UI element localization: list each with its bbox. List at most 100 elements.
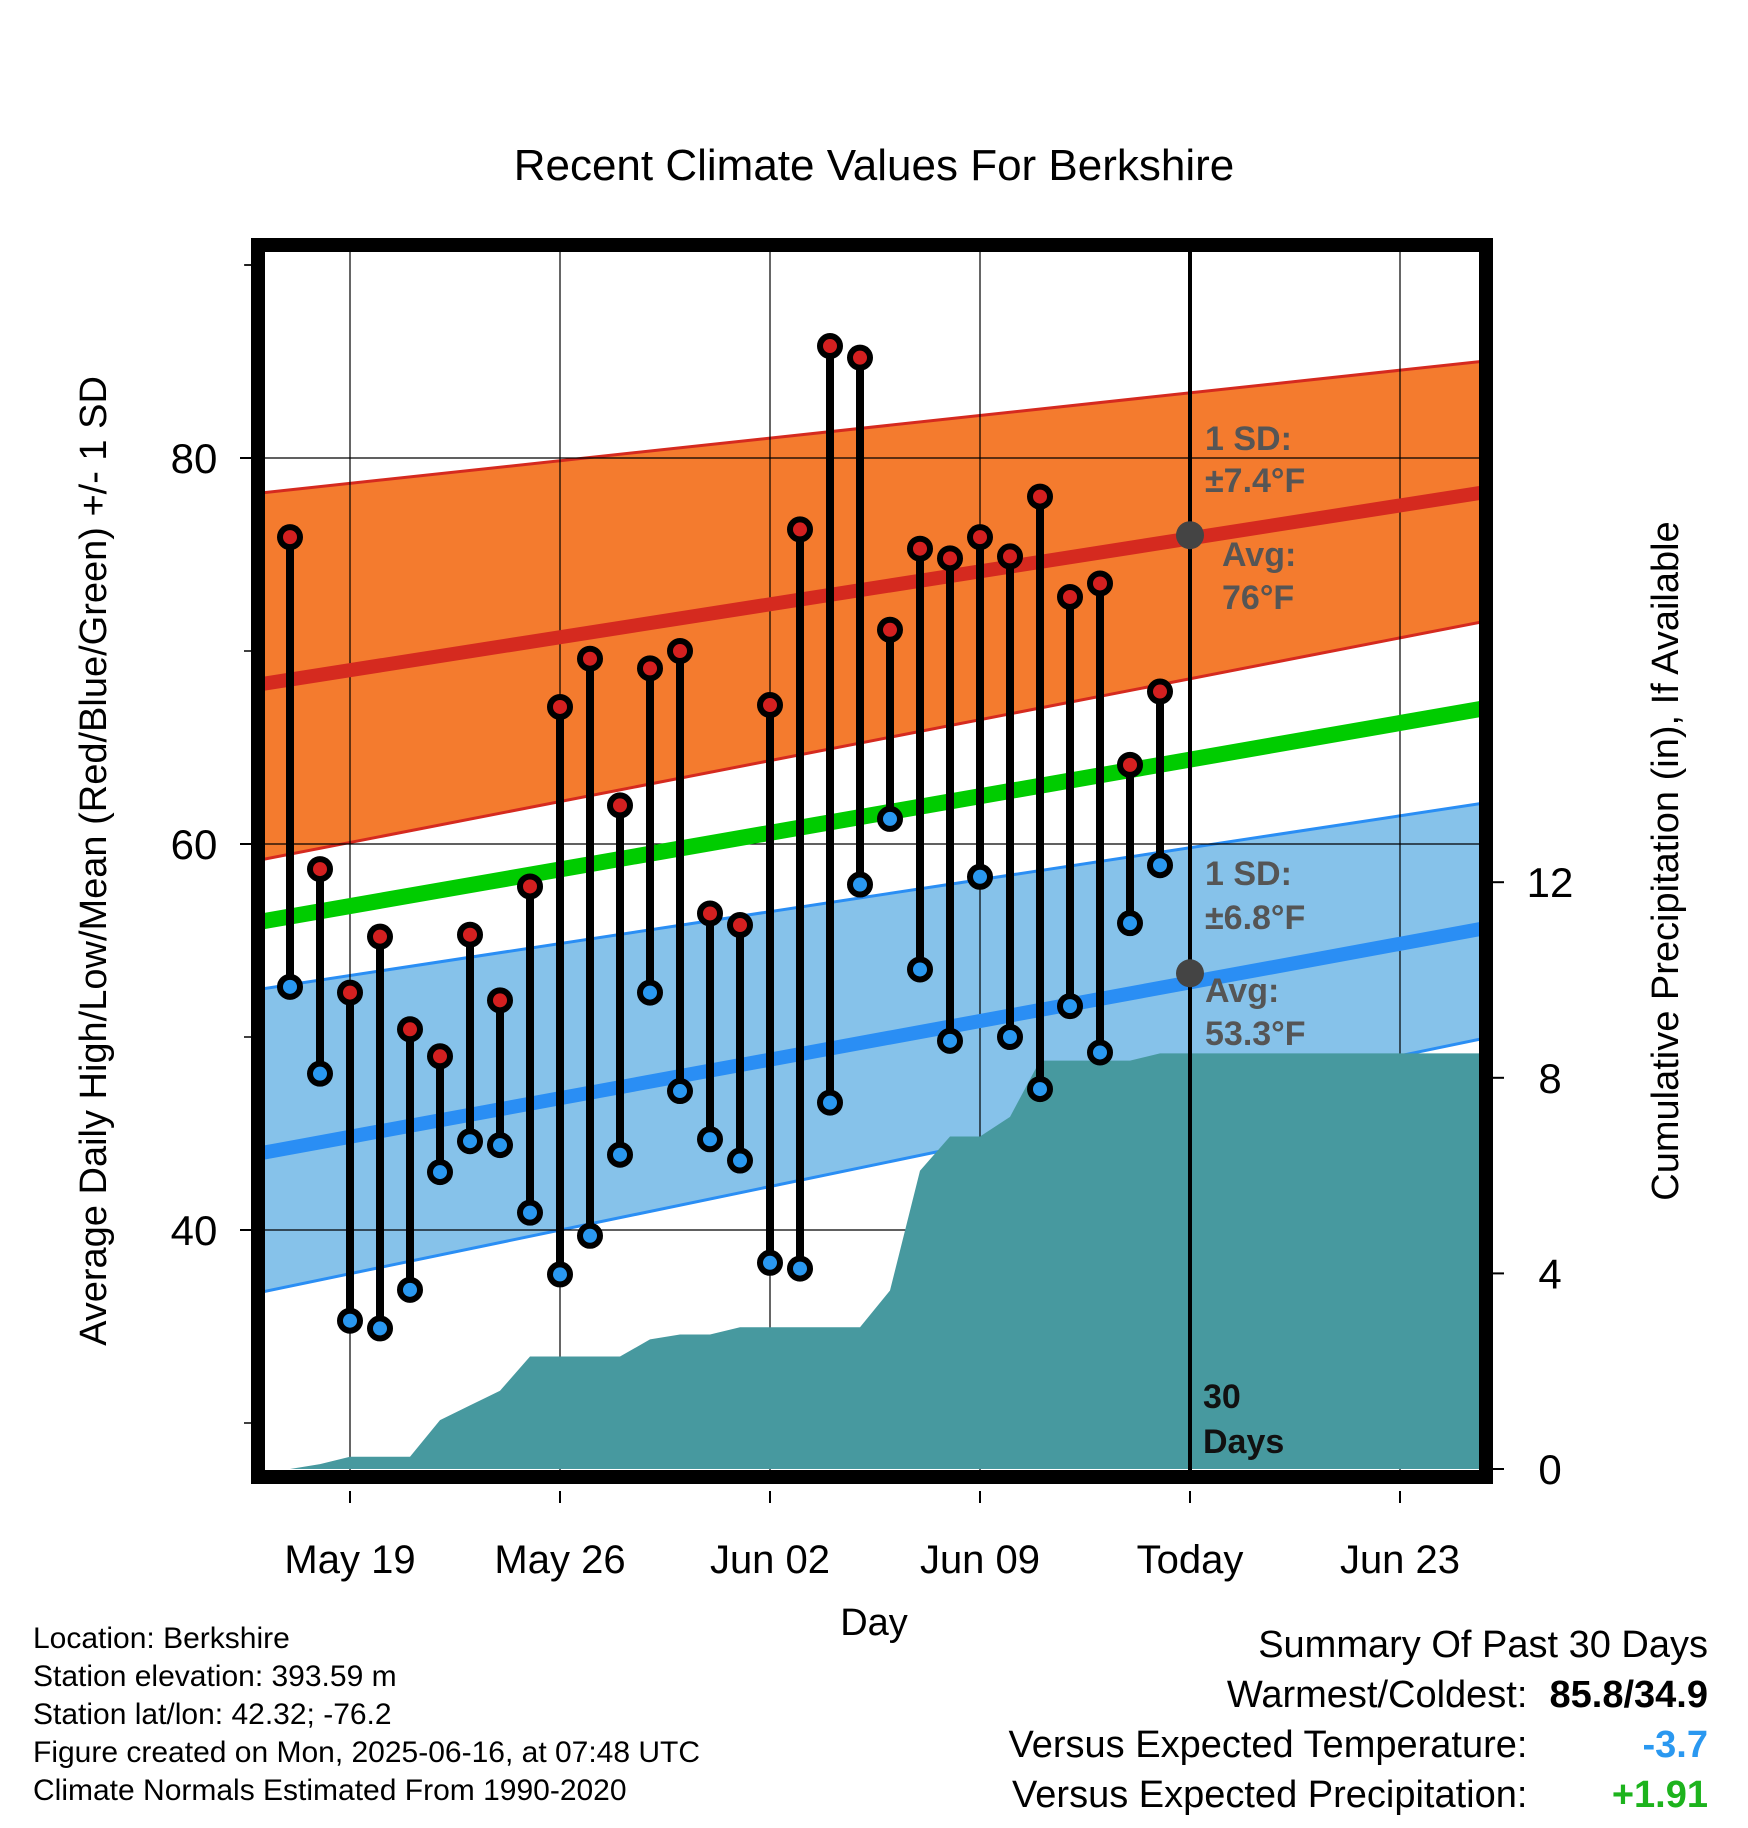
low-temp-point (997, 1024, 1023, 1050)
summary-precip-row: Versus Expected Precipitation: +1.91 (1009, 1770, 1708, 1820)
high-sd-band (263, 361, 1481, 860)
high-temp-point (1027, 483, 1053, 510)
high-temp-point (307, 856, 333, 883)
today-days-label: Days (1203, 1423, 1284, 1461)
plot-frame (251, 238, 1493, 1484)
y2-tick-label: 0 (1538, 1446, 1561, 1493)
low-temp-point (817, 1089, 843, 1116)
high-temp-point (1057, 583, 1083, 610)
high-temp-point (637, 655, 663, 682)
today-days-count: 30 (1203, 1378, 1241, 1416)
station-info: Location: Berkshire Station elevation: 3… (33, 1620, 700, 1810)
low-temp-point (337, 1307, 363, 1334)
low-temp-point (427, 1159, 453, 1186)
y-axis-label: Average Daily High/Low/Mean (Red/Blue/Gr… (73, 376, 115, 1346)
high-temp-point (787, 516, 813, 543)
low-temp-point (697, 1126, 723, 1153)
normal-high-line (263, 485, 1481, 691)
low-temp-point (1027, 1076, 1053, 1103)
precipitation-area (290, 1053, 1481, 1469)
high-temp-point (817, 333, 843, 360)
precip-label: Versus Expected Precipitation: (1012, 1774, 1528, 1816)
low-temp-point (577, 1222, 603, 1249)
low-temp-point (967, 863, 993, 890)
low-sd-value: ±6.8°F (1205, 899, 1305, 937)
summary-panel: Summary Of Past 30 Days Warmest/Coldest:… (1009, 1620, 1708, 1820)
low-temp-point (757, 1249, 783, 1276)
summary-temp-row: Versus Expected Temperature: -3.7 (1009, 1720, 1708, 1770)
high-temp-point (1117, 751, 1143, 778)
y2-axis-label: Cumulative Precipitation (in), If Availa… (1645, 521, 1687, 1200)
latlon-text: Station lat/lon: 42.32; -76.2 (33, 1698, 392, 1731)
low-sd-label: 1 SD: (1205, 855, 1292, 893)
y2-tick-label: 4 (1538, 1250, 1561, 1297)
y2-tick-label: 12 (1527, 859, 1574, 906)
y-tick-label: 80 (171, 435, 218, 482)
low-temp-point (1117, 910, 1143, 937)
y-tick-label: 60 (171, 821, 218, 868)
high-temp-point (397, 1016, 423, 1043)
high-temp-point (577, 645, 603, 672)
summary-warmest-row: Warmest/Coldest: 85.8/34.9 (1009, 1670, 1708, 1720)
created-text: Figure created on Mon, 2025-06-16, at 07… (33, 1736, 701, 1769)
low-temp-point (847, 871, 873, 898)
low-temp-point (307, 1060, 333, 1087)
summary-title: Summary Of Past 30 Days (1258, 1624, 1708, 1666)
high-temp-point (907, 535, 933, 562)
low-temp-point (637, 979, 663, 1006)
warmest-label: Warmest/Coldest: (1226, 1674, 1528, 1716)
high-temp-point (847, 344, 873, 371)
low-temp-point (667, 1078, 693, 1105)
low-temp-point (277, 973, 303, 1000)
high-temp-point (667, 638, 693, 664)
low-temp-point (517, 1199, 543, 1226)
low-temp-point (727, 1147, 753, 1174)
high-temp-point (877, 616, 903, 643)
low-temp-point (937, 1027, 963, 1054)
high-temp-point (1087, 570, 1113, 597)
high-temp-point (727, 912, 753, 939)
high-temp-point (457, 921, 483, 948)
low-temp-point (607, 1141, 633, 1168)
x-tick-label: Jun 09 (920, 1538, 1040, 1582)
normal-mean-line (263, 701, 1481, 930)
x-tick-label: Today (1137, 1538, 1244, 1582)
low-temp-point (487, 1132, 513, 1159)
chart-title: Recent Climate Values For Berkshire (514, 141, 1235, 190)
high-temp-point (967, 524, 993, 551)
high-avg-value: 76°F (1222, 579, 1294, 617)
plot-area (263, 250, 1481, 1472)
precip-value: +1.91 (1611, 1774, 1708, 1816)
low-avg-label: Avg: (1205, 972, 1279, 1010)
y-tick-label: 40 (171, 1207, 218, 1254)
high-temp-point (1147, 678, 1173, 705)
low-temp-point (787, 1255, 813, 1282)
high-temp-point (937, 545, 963, 572)
low-temp-point (547, 1261, 573, 1288)
normals-text: Climate Normals Estimated From 1990-2020 (33, 1774, 627, 1807)
high-temp-point (757, 692, 783, 719)
temp-label: Versus Expected Temperature: (1008, 1724, 1528, 1766)
high-avg-label: Avg: (1222, 536, 1296, 574)
high-sd-label: 1 SD: (1205, 420, 1292, 458)
high-sd-lower-edge (263, 620, 1481, 861)
high-temp-point (367, 923, 393, 950)
low-temp-point (877, 805, 903, 832)
x-tick-label: May 19 (284, 1538, 415, 1582)
high-temp-point (517, 873, 543, 900)
x-axis-label: Day (840, 1602, 908, 1644)
y2-tick-label: 8 (1538, 1055, 1561, 1102)
low-temp-point (367, 1315, 393, 1342)
high-sd-upper-edge (263, 360, 1481, 495)
x-tick-label: Jun 23 (1340, 1538, 1460, 1582)
today-low-normal-marker (1176, 959, 1204, 988)
today-high-normal-marker (1176, 521, 1204, 550)
high-temp-point (337, 979, 363, 1006)
high-temp-point (487, 987, 513, 1014)
low-temp-point (397, 1276, 423, 1303)
high-temp-point (607, 792, 633, 819)
low-avg-value: 53.3°F (1205, 1015, 1306, 1053)
low-temp-point (457, 1128, 483, 1155)
x-tick-label: Jun 02 (710, 1538, 830, 1582)
